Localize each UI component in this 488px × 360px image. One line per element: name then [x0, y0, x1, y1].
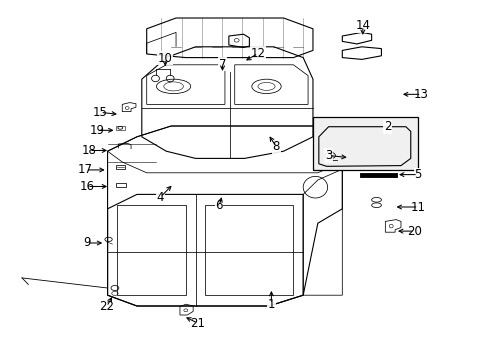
Text: 14: 14	[355, 19, 369, 32]
Text: 13: 13	[413, 88, 428, 101]
Text: 10: 10	[158, 52, 172, 65]
Text: 1: 1	[267, 298, 275, 311]
Text: 16: 16	[80, 180, 94, 193]
Text: 12: 12	[250, 47, 265, 60]
Text: 4: 4	[156, 191, 164, 204]
Text: 2: 2	[383, 120, 391, 133]
Text: 8: 8	[272, 140, 280, 153]
Text: 21: 21	[190, 317, 205, 330]
Text: 17: 17	[78, 163, 93, 176]
Text: 18: 18	[81, 144, 96, 157]
Text: 3: 3	[324, 149, 332, 162]
Text: 15: 15	[93, 106, 107, 119]
Text: 7: 7	[218, 58, 226, 71]
Text: 9: 9	[83, 237, 91, 249]
Text: 19: 19	[89, 124, 104, 137]
Text: 6: 6	[215, 199, 223, 212]
Bar	[312, 117, 417, 170]
Text: 5: 5	[413, 168, 421, 181]
Text: 20: 20	[407, 225, 421, 238]
Text: 22: 22	[99, 300, 114, 313]
Text: 11: 11	[410, 201, 425, 213]
